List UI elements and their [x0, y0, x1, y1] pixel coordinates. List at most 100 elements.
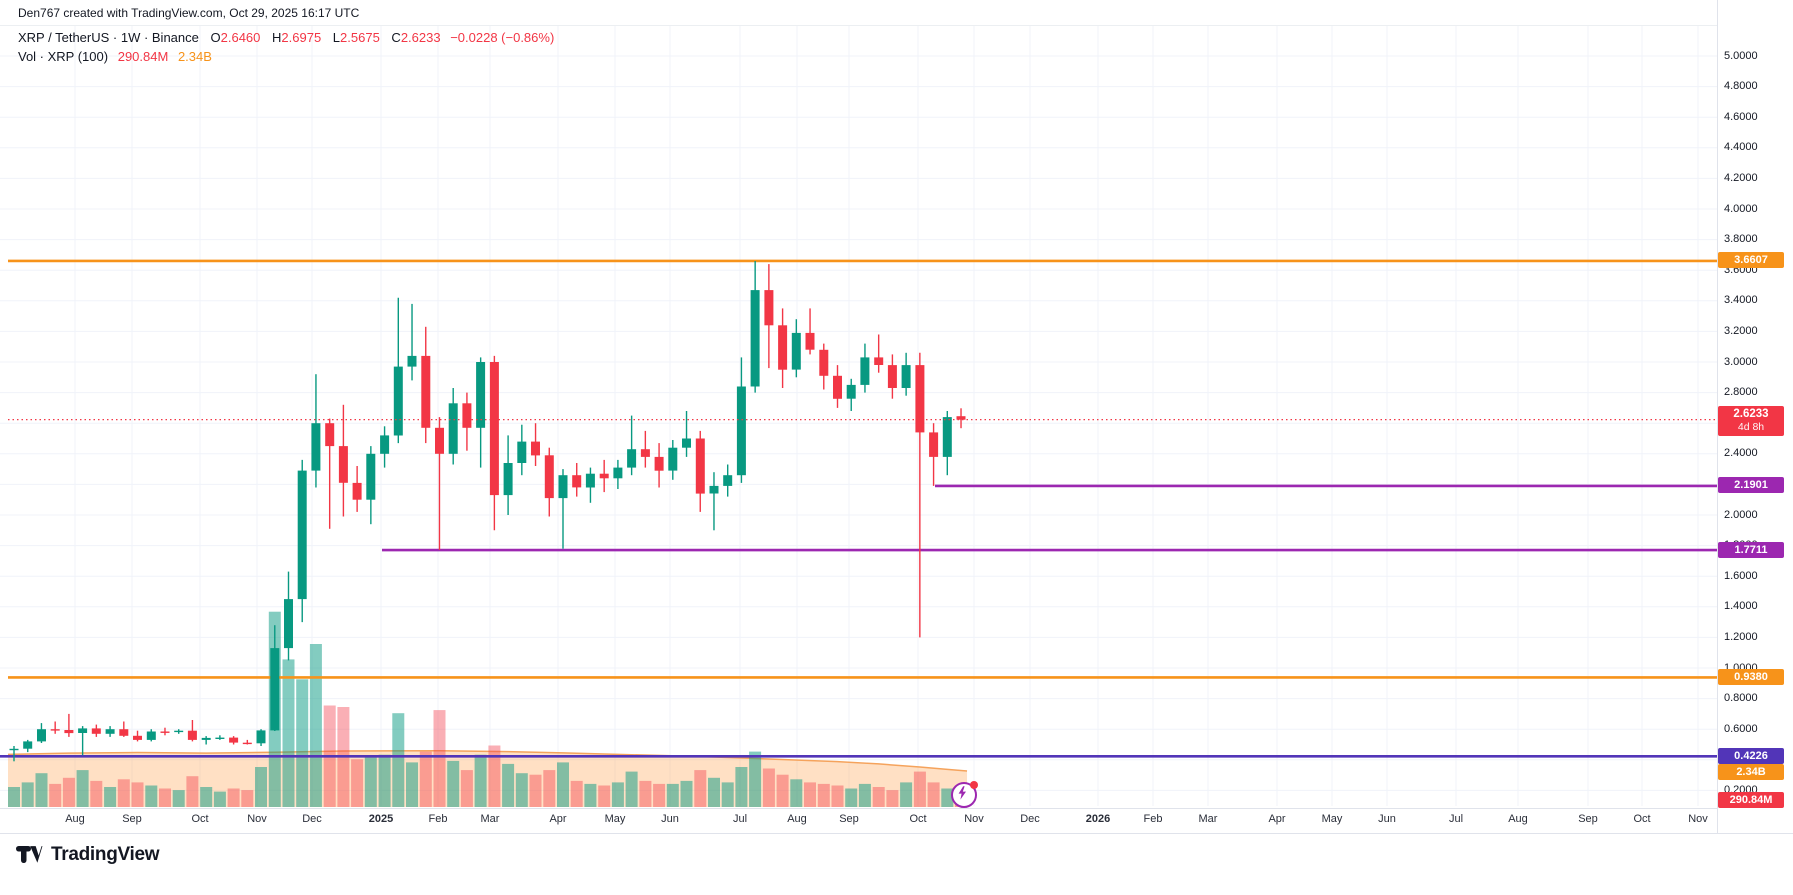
level-price-badge[interactable]: 1.7711: [1718, 541, 1784, 558]
time-axis-label[interactable]: May: [604, 813, 626, 825]
level-price-badge[interactable]: 3.6607: [1718, 252, 1784, 269]
candle: [956, 416, 966, 420]
volume-bar: [529, 774, 542, 807]
volume-bar: [639, 780, 652, 807]
time-axis-label[interactable]: 2025: [368, 813, 394, 825]
time-axis-label[interactable]: Oct: [909, 813, 927, 825]
volume-bar: [762, 768, 775, 807]
candle: [791, 332, 801, 370]
time-axis-label[interactable]: Jun: [1378, 813, 1396, 825]
level-price-badge[interactable]: 0.4226: [1718, 747, 1784, 764]
volume-bar: [543, 770, 556, 807]
time-axis-bottom-divider: [0, 833, 1793, 834]
candle: [201, 737, 211, 740]
candle: [421, 355, 431, 428]
close-label: C: [391, 30, 401, 45]
volume-indicator-label[interactable]: Vol · XRP (100): [18, 49, 109, 64]
low-label: L: [332, 30, 341, 45]
volume-bar: [913, 771, 926, 807]
volume-bar: [900, 782, 913, 807]
candle: [352, 482, 362, 500]
candle: [627, 449, 637, 468]
time-axis-label[interactable]: Sep: [122, 813, 142, 825]
time-axis-label[interactable]: Sep: [1578, 813, 1598, 825]
candle: [887, 365, 897, 388]
time-axis-label[interactable]: Sep: [839, 813, 859, 825]
candle: [846, 384, 856, 399]
price-tick-label: 4.2000: [1724, 171, 1758, 184]
candle: [585, 473, 595, 488]
candle: [462, 403, 472, 428]
candle: [805, 332, 815, 350]
time-axis-label[interactable]: Aug: [787, 813, 807, 825]
time-axis-label[interactable]: Mar: [480, 813, 500, 825]
volume-bar: [680, 780, 693, 807]
volume-bar: [447, 760, 460, 807]
level-price-badge[interactable]: 2.1901: [1718, 477, 1784, 494]
open-label: O: [210, 30, 221, 45]
volume-bar: [460, 770, 473, 807]
current-price-badge[interactable]: 2.6233 4d 8h: [1718, 405, 1784, 436]
candle: [503, 463, 513, 496]
time-axis-label[interactable]: Jul: [1448, 813, 1464, 825]
volume-bar: [76, 770, 89, 807]
time-axis-label[interactable]: Aug: [1508, 813, 1528, 825]
candle: [572, 475, 582, 488]
low-value: 2.5675: [340, 30, 380, 45]
time-axis-label[interactable]: Dec: [1020, 813, 1040, 825]
volume-legend-row[interactable]: Vol · XRP (100) 290.84M 2.34B: [18, 49, 554, 64]
time-axis-label[interactable]: Nov: [1688, 813, 1708, 825]
tradingview-logo[interactable]: TradingView: [16, 843, 160, 867]
time-axis-label[interactable]: May: [1321, 813, 1343, 825]
volume-bar: [927, 782, 940, 807]
time-axis-label[interactable]: Nov: [964, 813, 984, 825]
symbol-title[interactable]: XRP / TetherUS · 1W · Binance: [18, 30, 199, 45]
ohlc-legend-row[interactable]: XRP / TetherUS · 1W · Binance O2.6460 H2…: [18, 30, 554, 45]
open-value: 2.6460: [220, 30, 261, 45]
time-axis-label[interactable]: Jul: [732, 813, 748, 825]
change-value: −0.0228 (−0.86%): [450, 30, 555, 45]
time-axis-label[interactable]: Nov: [247, 813, 267, 825]
time-axis-label[interactable]: Aug: [65, 813, 85, 825]
candle: [23, 741, 33, 749]
candle: [833, 375, 842, 399]
time-axis-label[interactable]: Apr: [549, 813, 567, 825]
level-price-badge[interactable]: 0.9380: [1718, 668, 1784, 685]
time-axis-label[interactable]: Feb: [1143, 813, 1163, 825]
candle: [723, 475, 733, 486]
volume-bar: [749, 751, 762, 807]
candle: [9, 748, 19, 751]
volume-bar: [886, 790, 899, 807]
price-tick-label: 0.8000: [1724, 692, 1758, 705]
volume-bar: [392, 713, 405, 807]
volume-bar: [708, 777, 720, 807]
time-axis-label[interactable]: Oct: [1633, 813, 1651, 825]
volume-bar: [941, 788, 954, 807]
volume-bar: [296, 679, 309, 807]
time-axis-label[interactable]: Mar: [1198, 813, 1218, 825]
time-axis-label[interactable]: Feb: [428, 813, 448, 825]
lightning-marker[interactable]: [951, 781, 978, 808]
candle: [599, 473, 609, 479]
price-tick-label: 3.4000: [1724, 294, 1758, 307]
volume-bar: [776, 774, 789, 807]
price-tick-label: 4.4000: [1724, 141, 1758, 154]
time-axis-label[interactable]: Jun: [661, 813, 679, 825]
volume-bar: [790, 779, 803, 807]
horizontal-level-lines[interactable]: [0, 259, 1717, 758]
candle: [297, 470, 307, 600]
candle: [215, 737, 225, 739]
volume-bar: [35, 773, 48, 807]
candle: [91, 728, 101, 734]
time-axis-label[interactable]: 2026: [1085, 813, 1111, 825]
volume-bar: [721, 782, 734, 807]
candle: [654, 456, 664, 471]
volume-bar: [117, 779, 130, 807]
candle: [407, 355, 417, 367]
time-axis-label[interactable]: Apr: [1268, 813, 1286, 825]
time-axis-label[interactable]: Oct: [191, 813, 209, 825]
candle: [915, 365, 925, 433]
time-axis-label[interactable]: Dec: [302, 813, 322, 825]
